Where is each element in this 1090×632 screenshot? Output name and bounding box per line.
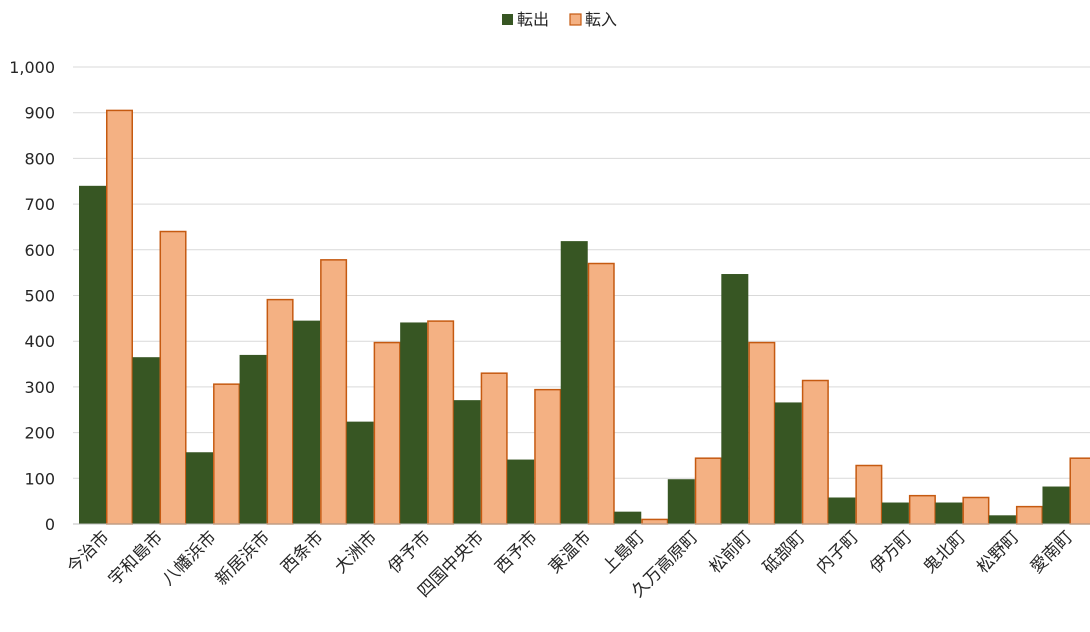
bar-転出	[186, 452, 214, 524]
bar-転出	[828, 497, 856, 524]
bar-転出	[239, 354, 267, 524]
bar-転出	[614, 511, 642, 524]
bar-転入	[801, 379, 829, 525]
bar-転入	[748, 341, 776, 525]
y-tick-label: 500	[24, 287, 55, 306]
x-tick-label: 今治市	[63, 527, 113, 577]
bar-転入	[373, 341, 401, 525]
bar-転出	[667, 479, 695, 524]
bar-転出	[400, 322, 428, 524]
y-tick-label: 800	[24, 149, 55, 168]
x-tick-label: 伊方町	[866, 527, 916, 577]
bar-転出	[935, 502, 963, 524]
bar-転出	[560, 241, 588, 524]
legend-label: 転入	[585, 10, 617, 29]
bar-転出	[721, 274, 749, 524]
x-tick-label: 東温市	[545, 527, 595, 577]
bar-転入	[908, 494, 936, 525]
bar-転入	[962, 496, 990, 525]
x-tick-label: 上島町	[599, 527, 649, 577]
bar-転出	[346, 421, 374, 524]
x-tick-label: 松野町	[973, 527, 1023, 577]
bar-転出	[1042, 486, 1070, 524]
bar-転入	[480, 372, 508, 525]
bar-転出	[453, 400, 481, 524]
legend: 転出 転入	[502, 10, 617, 29]
legend-label: 転出	[517, 10, 549, 29]
bar-転入	[427, 320, 455, 525]
bar-転入	[641, 518, 669, 525]
bar-転入	[159, 230, 187, 525]
bar-転出	[293, 320, 321, 524]
y-tick-label: 1,000	[9, 58, 55, 77]
bar-転入	[534, 388, 562, 525]
bar-転入	[320, 259, 348, 525]
bar-転入	[106, 109, 133, 525]
bar-転出	[132, 357, 160, 524]
x-tick-label: 鬼北町	[920, 527, 970, 577]
bars	[79, 109, 1090, 525]
x-tick-label: 西条市	[277, 527, 327, 577]
legend-swatch	[569, 13, 582, 26]
y-tick-label: 200	[24, 424, 55, 443]
y-tick-label: 600	[24, 241, 55, 260]
y-tick-label: 100	[24, 469, 55, 488]
x-tick-label: 伊予市	[384, 527, 434, 577]
y-tick-label: 700	[24, 195, 55, 214]
y-tick-label: 900	[24, 104, 55, 123]
bar-転出	[79, 185, 106, 524]
y-tick-label: 0	[45, 515, 55, 534]
x-tick-label: 愛南町	[1027, 527, 1077, 577]
x-tick-label: 松前町	[706, 527, 756, 577]
bar-転出	[774, 402, 802, 524]
bar-転入	[213, 383, 241, 525]
y-axis-ticks: 0 100 200 300 400 500 600 700 800 900 1,000	[9, 58, 55, 534]
x-tick-label: 西予市	[492, 527, 542, 577]
y-tick-label: 300	[24, 378, 55, 397]
bar-転入	[266, 298, 294, 525]
bar-転入	[855, 464, 883, 525]
bar-転入	[587, 262, 615, 525]
x-tick-label: 八幡浜市	[158, 527, 220, 589]
x-tick-label: 砥部町	[759, 527, 809, 577]
bar-転入	[694, 457, 722, 525]
bar-転出	[988, 515, 1016, 524]
x-tick-label: 新居浜市	[212, 527, 274, 589]
bar-転入	[1015, 505, 1043, 525]
bar-転出	[507, 459, 535, 524]
legend-swatch	[502, 14, 513, 25]
x-tick-label: 大洲市	[331, 527, 381, 577]
bar-転入	[1069, 457, 1090, 525]
y-tick-label: 400	[24, 332, 55, 351]
bar-転出	[881, 502, 909, 524]
x-tick-label: 内子町	[813, 527, 863, 577]
x-tick-label: 宇和島市	[105, 527, 167, 589]
